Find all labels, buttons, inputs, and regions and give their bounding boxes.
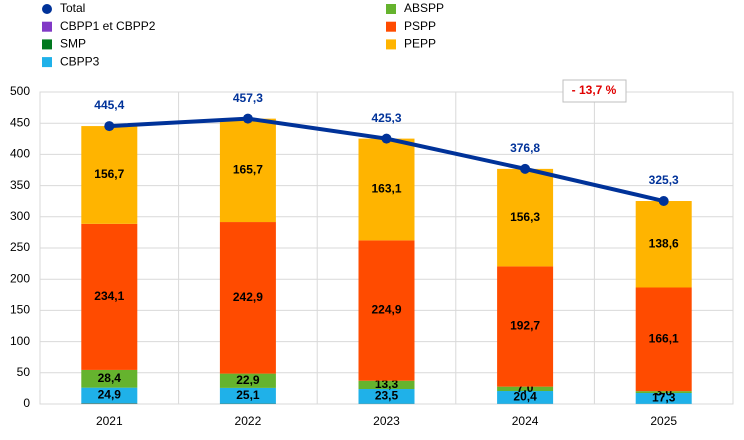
bar-segment	[81, 223, 138, 370]
data-label: 138,6	[649, 236, 679, 250]
legend-label: CBPP3	[60, 54, 100, 68]
data-label: 192,7	[510, 319, 540, 333]
bar-segment	[358, 138, 415, 241]
y-tick-label: 200	[10, 271, 30, 285]
y-tick-label: 100	[10, 334, 30, 348]
data-label: 24,9	[98, 388, 122, 402]
legend-marker	[386, 4, 396, 14]
data-label: 25,1	[236, 388, 260, 402]
annotation: - 13,7 %	[572, 83, 617, 97]
bar-segment	[81, 369, 138, 388]
y-tick-label: 300	[10, 209, 30, 223]
x-tick-label: 2023	[373, 414, 400, 428]
total-label: 425,3	[371, 111, 401, 125]
data-label: 224,9	[371, 303, 401, 317]
bar-segment	[497, 391, 554, 404]
bar-segment	[81, 126, 138, 224]
total-label: 445,4	[94, 98, 124, 112]
total-point	[104, 121, 115, 132]
x-tick-label: 2022	[235, 414, 262, 428]
total-point	[520, 163, 531, 174]
bar-segment	[497, 266, 554, 387]
bar-segment	[219, 222, 276, 374]
data-label: 165,7	[233, 163, 263, 177]
bar-segment	[635, 393, 692, 404]
x-tick-label: 2024	[512, 414, 539, 428]
data-label: 23,5	[375, 389, 399, 403]
y-tick-label: 0	[23, 396, 30, 410]
bar-segment	[635, 201, 692, 288]
bar-segment	[219, 373, 276, 388]
x-tick-label: 2025	[650, 414, 677, 428]
data-label: 166,1	[649, 331, 679, 345]
bar-segment	[219, 118, 276, 223]
y-tick-label: 450	[10, 115, 30, 129]
data-label: 28,4	[98, 371, 122, 385]
bar-segment	[497, 168, 554, 267]
legend-label: ABSPP	[404, 1, 444, 15]
legend: Total CBPP1 et CBPP2 SMP CBPP3 ABSPP PSPP PEPP	[42, 1, 444, 68]
total-point	[381, 133, 392, 144]
y-tick-label: 350	[10, 178, 30, 192]
legend-marker	[386, 21, 396, 32]
total-point	[242, 113, 253, 124]
data-label: 20,4	[513, 390, 537, 404]
legend-marker	[42, 57, 52, 68]
y-tick-label: 400	[10, 147, 30, 161]
legend-marker	[42, 39, 52, 50]
legend-label: Total	[60, 1, 85, 15]
data-label: 242,9	[233, 290, 263, 304]
y-tick-label: 150	[10, 303, 30, 317]
bar-segment	[635, 287, 692, 392]
bar-segment	[497, 386, 554, 392]
data-label: 156,7	[94, 167, 124, 181]
bar-segment	[219, 387, 276, 404]
data-label: 163,1	[371, 182, 401, 196]
total-point	[658, 196, 669, 207]
legend-label: PSPP	[404, 19, 436, 33]
legend-label: SMP	[60, 37, 86, 51]
legend-marker	[42, 21, 52, 32]
y-tick-label: 500	[10, 84, 30, 98]
data-label: 156,3	[510, 210, 540, 224]
data-label: 234,1	[94, 289, 124, 303]
data-label: 17,3	[652, 391, 676, 405]
bar-segment	[358, 389, 415, 404]
bar-segment	[81, 387, 138, 404]
legend-label: CBPP1 et CBPP2	[60, 19, 156, 33]
legend-marker	[42, 4, 52, 14]
data-label: 22,9	[236, 373, 260, 387]
bar-segment	[358, 240, 415, 381]
y-tick-label: 50	[17, 365, 31, 379]
x-tick-label: 2021	[96, 414, 123, 428]
total-label: 457,3	[233, 91, 263, 105]
total-label: 376,8	[510, 141, 540, 155]
y-tick-label: 250	[10, 240, 30, 254]
legend-marker	[386, 39, 396, 50]
total-label: 325,3	[649, 173, 679, 187]
legend-label: PEPP	[404, 37, 436, 51]
annotation-box	[562, 79, 627, 103]
bar-segment	[358, 380, 415, 390]
bar-segment	[635, 391, 692, 394]
